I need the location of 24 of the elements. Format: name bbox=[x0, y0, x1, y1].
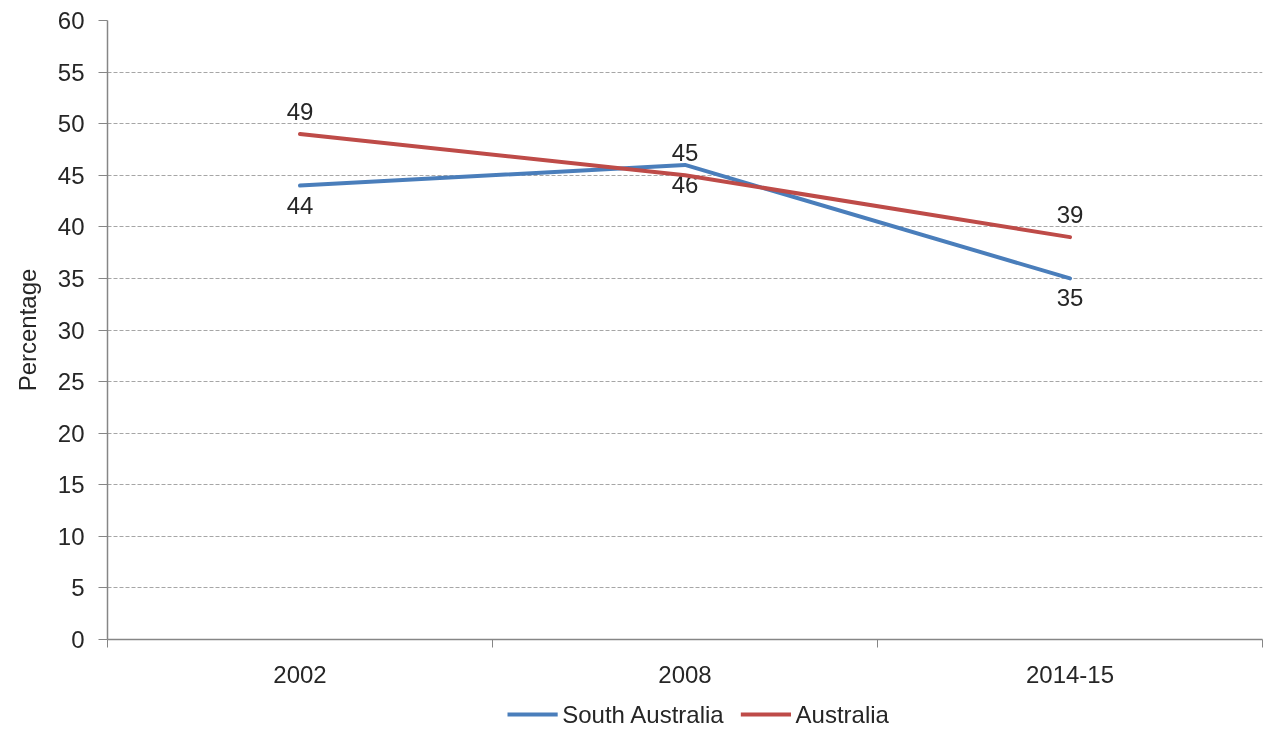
y-tick-label: 0 bbox=[71, 626, 85, 653]
y-tick-label: 40 bbox=[57, 213, 85, 241]
y-tick-label: 45 bbox=[57, 161, 85, 189]
y-tick-label: 15 bbox=[57, 471, 85, 499]
y-tick-label: 35 bbox=[57, 264, 85, 292]
y-axis-title: Percentage bbox=[13, 268, 41, 392]
data-label: 44 bbox=[286, 191, 314, 219]
y-tick-label: 10 bbox=[57, 522, 85, 550]
y-tick-label: 55 bbox=[57, 58, 85, 86]
data-label: 49 bbox=[286, 97, 314, 125]
y-tick-label: 50 bbox=[57, 110, 85, 138]
y-tick-label: 60 bbox=[57, 7, 85, 34]
x-tick-label: 2008 bbox=[658, 660, 712, 688]
legend-label: Australia bbox=[795, 701, 890, 728]
legend-label: South Australia bbox=[562, 701, 725, 728]
y-tick-label: 30 bbox=[57, 316, 85, 344]
y-tick-label: 25 bbox=[57, 368, 85, 396]
data-label: 45 bbox=[671, 139, 699, 167]
x-tick-label: 2014-15 bbox=[1025, 660, 1115, 688]
y-tick-label: 20 bbox=[57, 419, 85, 447]
data-label: 39 bbox=[1056, 201, 1084, 229]
data-label: 35 bbox=[1056, 284, 1084, 312]
y-tick-label: 5 bbox=[71, 574, 85, 602]
x-tick-label: 2002 bbox=[273, 660, 327, 688]
